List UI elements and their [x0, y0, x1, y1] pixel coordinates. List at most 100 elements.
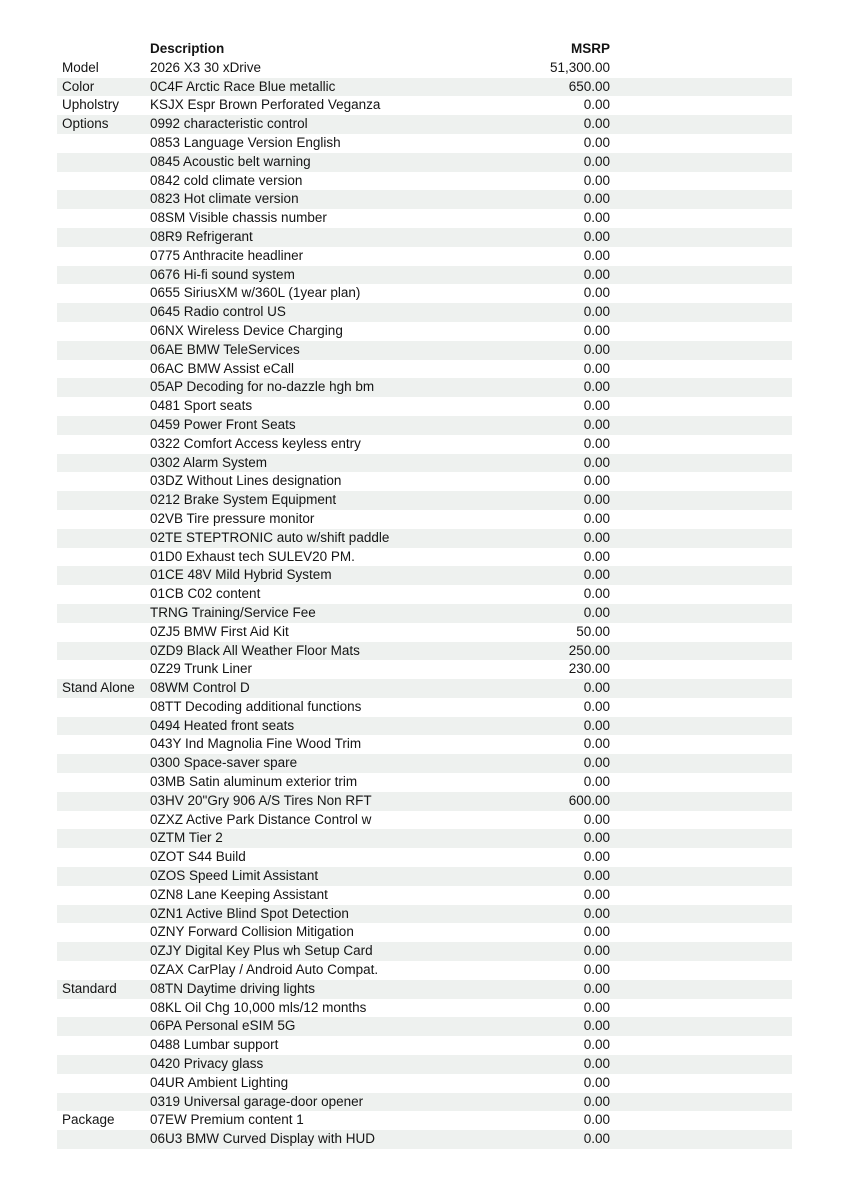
row-msrp: 0.00 [583, 736, 610, 752]
row-description: 08TT Decoding additional functions [150, 698, 362, 714]
table-row: 0488 Lumbar support 0.00 [57, 1036, 792, 1055]
row-description: 03HV 20"Gry 906 A/S Tires Non RFT [150, 792, 372, 808]
row-fill [610, 397, 792, 416]
row-description: 0488 Lumbar support [150, 1037, 279, 1053]
row-category [57, 642, 150, 661]
row-msrp: 0.00 [583, 548, 610, 564]
row-description: 0ZOT S44 Build [150, 849, 246, 865]
table-row: Options 0992 characteristic control 0.00 [57, 115, 792, 134]
row-description: 08KL Oil Chg 10,000 mls/12 months [150, 999, 367, 1015]
row-msrp: 0.00 [583, 1112, 610, 1128]
table-row: 01D0 Exhaust tech SULEV20 PM. 0.00 [57, 548, 792, 567]
row-category: Stand Alone [62, 680, 135, 696]
row-description: 0ZD9 Black All Weather Floor Mats [150, 642, 360, 658]
row-description: 06AE BMW TeleServices [150, 341, 300, 357]
table-row: 03HV 20"Gry 906 A/S Tires Non RFT 600.00 [57, 791, 792, 811]
row-category [57, 416, 150, 435]
row-fill [610, 78, 792, 97]
row-msrp: 0.00 [583, 116, 610, 132]
table-row: 0212 Brake System Equipment 0.00 [57, 491, 792, 510]
row-fill [610, 1093, 792, 1112]
row-msrp: 0.00 [583, 1131, 610, 1147]
row-category [57, 961, 150, 980]
row-fill [610, 848, 792, 867]
header-fill-cell [610, 40, 792, 59]
table-row: 0842 cold climate version 0.00 [57, 172, 792, 191]
row-category [57, 397, 150, 416]
row-description: 05AP Decoding for no-dazzle hgh bm [150, 379, 375, 395]
row-description: 0ZN8 Lane Keeping Assistant [150, 886, 328, 902]
row-category [57, 829, 150, 848]
row-msrp: 0.00 [583, 360, 610, 376]
row-fill [610, 172, 792, 191]
row-category [57, 566, 150, 585]
row-msrp: 0.00 [583, 191, 610, 207]
row-msrp: 0.00 [583, 830, 610, 846]
table-row: 06NX Wireless Device Charging 0.00 [57, 322, 792, 341]
table-row: Color 0C4F Arctic Race Blue metallic 650.0… [57, 77, 792, 97]
table-row: Upholstry KSJX Espr Brown Perforated Vega… [57, 96, 792, 115]
row-description: 0494 Heated front seats [150, 717, 295, 733]
table-row: 08SM Visible chassis number 0.00 [57, 209, 792, 228]
table-row: 0ZXZ Active Park Distance Control w 0.00 [57, 811, 792, 830]
row-description: 2026 X3 30 xDrive [150, 59, 262, 75]
row-msrp: 0.00 [583, 1093, 610, 1109]
row-msrp: 250.00 [568, 642, 610, 658]
row-fill [610, 472, 792, 491]
row-description: 0300 Space-saver spare [150, 755, 298, 771]
row-fill [610, 59, 792, 78]
row-category: Standard [62, 980, 117, 996]
row-msrp: 0.00 [583, 567, 610, 583]
row-category [57, 717, 150, 736]
row-category [57, 773, 150, 792]
row-fill [610, 792, 792, 811]
row-msrp: 0.00 [583, 134, 610, 150]
row-category: Upholstry [62, 97, 120, 113]
row-fill [610, 510, 792, 529]
row-category [57, 529, 150, 548]
row-description: 08SM Visible chassis number [150, 210, 327, 226]
row-description: 01CE 48V Mild Hybrid System [150, 567, 332, 583]
row-category [57, 848, 150, 867]
row-msrp: 0.00 [583, 717, 610, 733]
row-category [57, 153, 150, 172]
row-msrp: 0.00 [583, 849, 610, 865]
table-row: 02VB Tire pressure monitor 0.00 [57, 510, 792, 529]
row-fill [610, 548, 792, 567]
row-msrp: 0.00 [583, 755, 610, 771]
row-msrp: 0.00 [583, 379, 610, 395]
row-category: Model [62, 59, 99, 75]
row-fill [610, 190, 792, 209]
row-category [57, 378, 150, 397]
row-category [57, 1074, 150, 1093]
row-description: 0823 Hot climate version [150, 191, 299, 207]
row-category [57, 472, 150, 491]
row-category [57, 1130, 150, 1149]
table-row: Model 2026 X3 30 xDrive 51,300.00 [57, 59, 792, 78]
row-description: 0842 cold climate version [150, 172, 303, 188]
row-fill [610, 942, 792, 961]
row-msrp: 0.00 [583, 210, 610, 226]
table-row: 0676 Hi-fi sound system 0.00 [57, 265, 792, 285]
row-description: 0ZN1 Active Blind Spot Detection [150, 905, 349, 921]
row-category: Options [62, 116, 109, 132]
table-row: 0300 Space-saver spare 0.00 [57, 754, 792, 774]
row-fill [610, 341, 792, 360]
row-fill [610, 284, 792, 303]
table-row: 0ZN1 Active Blind Spot Detection 0.00 [57, 904, 792, 924]
row-msrp: 0.00 [583, 943, 610, 959]
row-msrp: 51,300.00 [549, 59, 610, 75]
row-description: 0845 Acoustic belt warning [150, 153, 311, 169]
table-row: 0420 Privacy glass 0.00 [57, 1055, 792, 1074]
header-category-cell [57, 40, 150, 59]
table-row: 0775 Anthracite headliner 0.00 [57, 247, 792, 266]
row-category [57, 999, 150, 1018]
row-fill [610, 867, 792, 886]
row-fill [610, 585, 792, 604]
row-msrp: 50.00 [576, 623, 610, 639]
table-row: 0853 Language Version English 0.00 [57, 134, 792, 153]
table-row: 08KL Oil Chg 10,000 mls/12 months 0.00 [57, 999, 792, 1018]
row-description: 06U3 BMW Curved Display with HUD [150, 1131, 376, 1147]
row-category [57, 698, 150, 717]
row-msrp: 0.00 [583, 886, 610, 902]
